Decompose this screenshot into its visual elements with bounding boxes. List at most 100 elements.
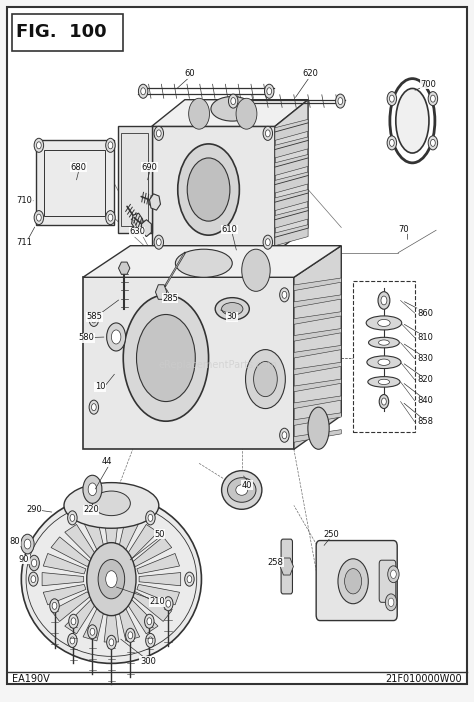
Polygon shape	[125, 524, 158, 560]
Ellipse shape	[378, 379, 390, 385]
Polygon shape	[280, 558, 293, 575]
Text: 258: 258	[268, 558, 283, 567]
Polygon shape	[294, 430, 341, 442]
Ellipse shape	[221, 303, 243, 315]
Ellipse shape	[379, 340, 389, 345]
Polygon shape	[155, 285, 167, 299]
Polygon shape	[118, 262, 130, 274]
Polygon shape	[275, 172, 308, 193]
Bar	[44, 150, 105, 216]
Text: 620: 620	[302, 69, 318, 78]
Ellipse shape	[368, 337, 399, 347]
Circle shape	[91, 404, 96, 411]
Circle shape	[156, 130, 161, 137]
Circle shape	[164, 597, 173, 611]
Text: eReplacementParts.com: eReplacementParts.com	[159, 360, 277, 370]
Text: 840: 840	[417, 397, 433, 405]
Circle shape	[280, 428, 289, 442]
Text: 50: 50	[154, 530, 164, 538]
Text: 690: 690	[141, 163, 157, 171]
Circle shape	[88, 625, 97, 639]
Circle shape	[148, 637, 153, 644]
FancyBboxPatch shape	[379, 560, 396, 602]
Circle shape	[34, 138, 44, 152]
Polygon shape	[83, 246, 341, 277]
Polygon shape	[83, 602, 106, 641]
Polygon shape	[104, 604, 118, 642]
Circle shape	[147, 618, 152, 625]
Ellipse shape	[64, 483, 159, 529]
Circle shape	[145, 614, 154, 628]
Circle shape	[123, 295, 209, 421]
Circle shape	[107, 323, 126, 351]
Circle shape	[428, 135, 438, 150]
Circle shape	[390, 139, 394, 146]
Text: EA190V: EA190V	[12, 674, 50, 684]
FancyBboxPatch shape	[316, 541, 397, 621]
Circle shape	[246, 350, 285, 409]
Circle shape	[430, 95, 435, 102]
Text: 290: 290	[26, 505, 42, 514]
Polygon shape	[294, 396, 341, 409]
Ellipse shape	[211, 97, 254, 121]
Polygon shape	[65, 524, 98, 560]
Text: 711: 711	[17, 239, 32, 247]
Text: 680: 680	[70, 163, 86, 171]
Polygon shape	[65, 598, 98, 634]
Text: 285: 285	[162, 294, 178, 303]
Circle shape	[89, 312, 99, 326]
Circle shape	[128, 632, 133, 639]
Polygon shape	[117, 602, 140, 641]
Circle shape	[88, 483, 97, 496]
Text: 21F010000W00: 21F010000W00	[385, 674, 462, 684]
Circle shape	[282, 432, 287, 439]
Circle shape	[185, 572, 194, 586]
Circle shape	[111, 330, 121, 344]
Circle shape	[388, 566, 399, 583]
Circle shape	[267, 88, 272, 95]
Polygon shape	[275, 100, 308, 253]
Circle shape	[385, 594, 397, 611]
Circle shape	[137, 314, 195, 402]
Circle shape	[69, 614, 78, 628]
Circle shape	[68, 633, 77, 647]
Circle shape	[338, 559, 368, 604]
Circle shape	[31, 576, 36, 583]
Ellipse shape	[378, 319, 390, 326]
Polygon shape	[132, 537, 172, 567]
Circle shape	[390, 95, 394, 102]
Text: 810: 810	[417, 333, 433, 342]
Polygon shape	[104, 516, 118, 554]
Circle shape	[141, 88, 146, 95]
Polygon shape	[275, 190, 308, 211]
Circle shape	[109, 639, 114, 646]
Polygon shape	[149, 194, 161, 210]
Circle shape	[126, 628, 135, 642]
Polygon shape	[275, 154, 308, 176]
Polygon shape	[275, 119, 308, 140]
FancyBboxPatch shape	[281, 539, 292, 594]
Polygon shape	[294, 295, 341, 307]
Text: 610: 610	[222, 225, 237, 234]
Text: FIG.  100: FIG. 100	[16, 23, 106, 41]
Text: 585: 585	[87, 312, 102, 321]
Circle shape	[154, 126, 164, 140]
Polygon shape	[125, 598, 158, 634]
Polygon shape	[83, 277, 294, 449]
Ellipse shape	[236, 484, 247, 496]
Circle shape	[36, 214, 41, 221]
Circle shape	[166, 600, 171, 607]
Ellipse shape	[21, 495, 201, 663]
Text: 580: 580	[78, 333, 94, 342]
Circle shape	[146, 511, 155, 525]
Circle shape	[70, 515, 75, 522]
Circle shape	[336, 94, 345, 108]
Circle shape	[71, 618, 76, 625]
Circle shape	[231, 98, 236, 105]
Text: 630: 630	[129, 227, 145, 236]
Circle shape	[106, 138, 115, 152]
Polygon shape	[275, 207, 308, 228]
Circle shape	[265, 130, 270, 137]
Polygon shape	[294, 329, 341, 341]
Ellipse shape	[215, 298, 249, 320]
